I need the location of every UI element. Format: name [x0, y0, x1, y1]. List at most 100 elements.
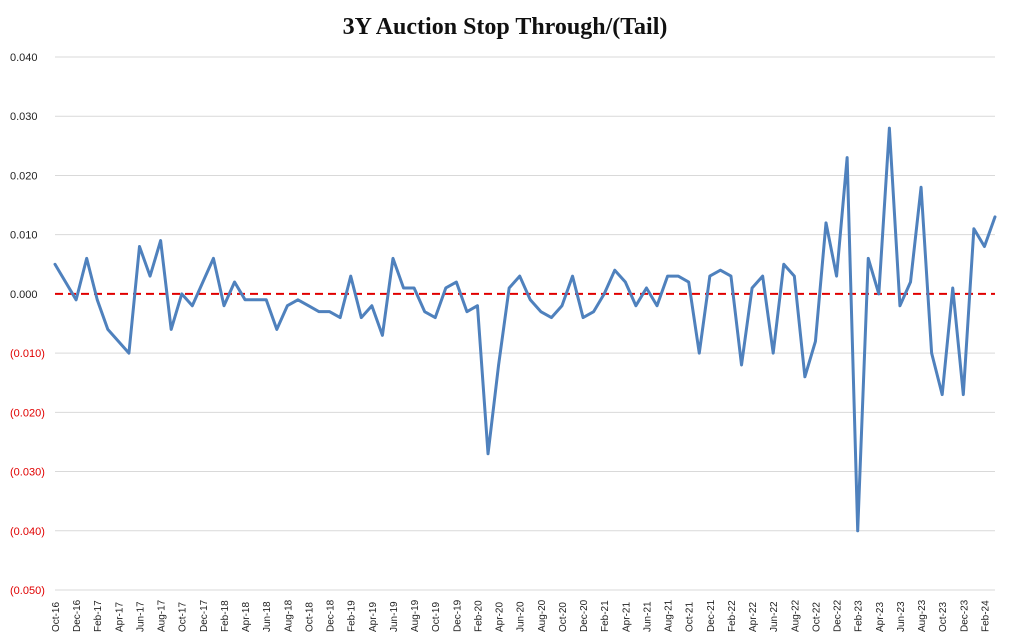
- x-tick-label: Dec-20: [579, 599, 590, 632]
- data-point: [613, 269, 616, 272]
- data-point: [75, 298, 78, 301]
- x-tick-label: Aug-20: [537, 599, 548, 632]
- x-tick-label: Oct-23: [938, 602, 949, 632]
- y-tick-label: (0.010): [10, 348, 45, 360]
- data-point: [846, 156, 849, 159]
- data-point: [529, 298, 532, 301]
- data-point: [244, 298, 247, 301]
- data-point: [539, 310, 542, 313]
- data-point: [687, 281, 690, 284]
- data-point: [856, 529, 859, 532]
- x-tick-label: Oct-19: [431, 602, 442, 632]
- data-point: [825, 221, 828, 224]
- x-tick-label: Aug-17: [157, 599, 168, 632]
- data-point: [328, 310, 331, 313]
- data-point: [106, 328, 109, 331]
- data-point: [571, 275, 574, 278]
- x-tick-label: Dec-19: [452, 599, 463, 632]
- data-point: [138, 245, 141, 248]
- data-point: [666, 275, 669, 278]
- x-tick-label: Dec-21: [706, 599, 717, 632]
- x-tick-label: Feb-20: [473, 600, 484, 632]
- data-point: [465, 310, 468, 313]
- x-tick-label: Feb-23: [854, 600, 865, 632]
- y-tick-label: (0.050): [10, 585, 45, 597]
- data-point: [740, 363, 743, 366]
- data-point: [698, 352, 701, 355]
- x-tick-label: Oct-17: [178, 602, 189, 632]
- data-point: [898, 304, 901, 307]
- series-line: [53, 126, 997, 533]
- x-tick-label: Aug-18: [283, 599, 294, 632]
- x-tick-label: Aug-22: [790, 599, 801, 632]
- data-point: [487, 452, 490, 455]
- x-tick-label: Aug-23: [917, 599, 928, 632]
- data-point: [994, 215, 996, 218]
- data-point: [476, 304, 479, 307]
- data-point: [656, 304, 659, 307]
- data-point: [624, 281, 627, 284]
- data-point: [634, 304, 637, 307]
- data-point: [508, 286, 511, 289]
- data-point: [212, 257, 215, 260]
- x-tick-label: Feb-19: [347, 600, 358, 632]
- x-tick-label: Apr-19: [368, 602, 379, 632]
- x-tick-label: Jun-23: [896, 601, 907, 632]
- data-point: [391, 257, 394, 260]
- gridlines: [55, 56, 995, 591]
- data-point: [434, 316, 437, 319]
- data-point: [370, 304, 373, 307]
- x-tick-label: Feb-21: [600, 600, 611, 632]
- data-point: [592, 310, 595, 313]
- x-tick-label: Apr-22: [748, 602, 759, 632]
- data-point: [201, 281, 204, 284]
- x-tick-label: Dec-17: [199, 599, 210, 632]
- x-tick-label: Jun-21: [642, 601, 653, 632]
- data-point: [159, 239, 162, 242]
- data-point: [265, 298, 268, 301]
- y-tick-label: 0.000: [10, 289, 38, 301]
- chart-title: 3Y Auction Stop Through/(Tail): [343, 14, 668, 40]
- x-tick-label: Dec-22: [833, 599, 844, 632]
- data-point: [550, 316, 553, 319]
- data-point: [603, 292, 606, 295]
- data-point: [296, 298, 299, 301]
- data-point: [402, 286, 405, 289]
- x-tick-label: Feb-18: [220, 600, 231, 632]
- data-point: [962, 393, 965, 396]
- data-point: [782, 263, 785, 266]
- data-point: [254, 298, 257, 301]
- data-point: [677, 275, 680, 278]
- x-tick-label: Apr-17: [114, 602, 125, 632]
- data-point: [307, 304, 310, 307]
- data-point: [381, 334, 384, 337]
- data-point: [951, 286, 954, 289]
- data-point: [582, 316, 585, 319]
- y-tick-label: 0.010: [10, 230, 38, 242]
- x-tick-label: Oct-18: [304, 602, 315, 632]
- data-point: [497, 363, 500, 366]
- data-point: [318, 310, 321, 313]
- data-point: [127, 352, 130, 355]
- data-point: [803, 375, 806, 378]
- x-tick-label: Aug-21: [664, 599, 675, 632]
- data-point: [191, 304, 194, 307]
- data-point: [170, 328, 173, 331]
- y-tick-label: 0.040: [10, 52, 38, 64]
- data-point: [729, 275, 732, 278]
- x-tick-label: Jun-19: [389, 601, 400, 632]
- data-point: [286, 304, 289, 307]
- data-point: [349, 275, 352, 278]
- x-tick-label: Oct-21: [685, 602, 696, 632]
- data-point: [909, 281, 912, 284]
- x-tick-label: Apr-23: [875, 602, 886, 632]
- data-point: [560, 304, 563, 307]
- data-point: [772, 352, 775, 355]
- x-tick-label: Oct-22: [811, 602, 822, 632]
- data-point: [888, 127, 891, 130]
- data-point: [930, 352, 933, 355]
- data-point: [275, 328, 278, 331]
- x-tick-label: Dec-18: [326, 599, 337, 632]
- data-point: [920, 186, 923, 189]
